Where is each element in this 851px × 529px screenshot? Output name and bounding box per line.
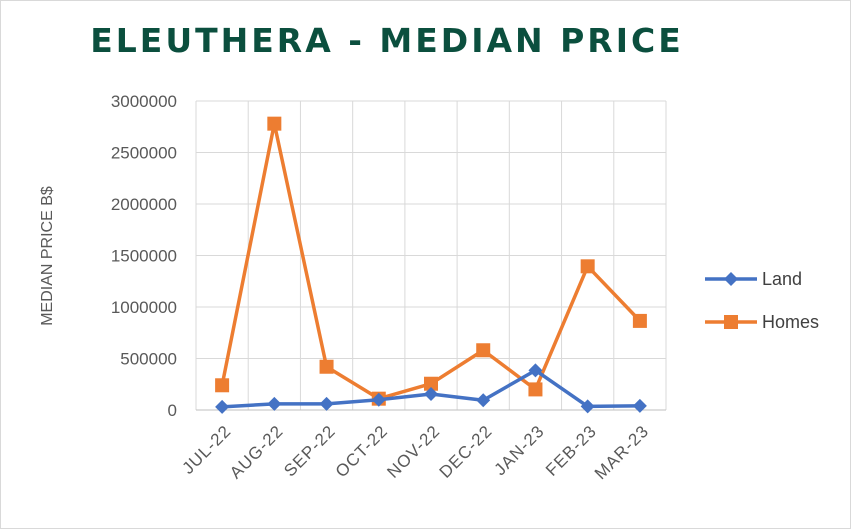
x-tick-label: DEC-22 bbox=[436, 421, 496, 481]
data-point bbox=[215, 378, 230, 393]
data-point bbox=[424, 387, 438, 402]
y-tick-label: 0 bbox=[168, 401, 177, 420]
series-line bbox=[220, 121, 642, 401]
x-tick-label: OCT-22 bbox=[332, 421, 392, 481]
x-tick-label: MAR-23 bbox=[591, 421, 653, 483]
legend-item-homes: Homes bbox=[705, 312, 819, 332]
y-tick-label: 3000000 bbox=[111, 92, 177, 111]
y-tick-label: 1500000 bbox=[111, 247, 177, 266]
y-tick-labels: 0 500000 1000000 1500000 2000000 2500000 30000… bbox=[111, 92, 177, 420]
data-point bbox=[580, 259, 595, 274]
legend-label: Homes bbox=[762, 312, 819, 332]
x-tick-label: SEP-22 bbox=[280, 421, 339, 480]
y-tick-label: 2000000 bbox=[111, 195, 177, 214]
legend: Land Homes bbox=[705, 269, 819, 332]
legend-item-land: Land bbox=[705, 269, 802, 289]
data-point bbox=[476, 393, 491, 408]
data-point bbox=[319, 396, 334, 411]
data-point bbox=[528, 382, 543, 397]
x-tick-labels: JUL-22AUG-22SEP-22OCT-22NOV-22DEC-22JAN-… bbox=[179, 421, 653, 483]
data-point bbox=[215, 399, 230, 414]
x-tick-label: JAN-23 bbox=[491, 421, 549, 479]
data-point bbox=[476, 343, 491, 358]
data-point bbox=[267, 116, 282, 131]
data-point bbox=[632, 398, 647, 413]
legend-label: Land bbox=[762, 269, 802, 289]
grid-lines bbox=[195, 100, 667, 411]
data-point bbox=[267, 396, 282, 411]
legend-marker bbox=[724, 315, 738, 329]
data-point bbox=[580, 399, 595, 414]
data-point bbox=[371, 392, 386, 407]
x-tick-label: NOV-22 bbox=[383, 421, 443, 481]
y-tick-label: 1000000 bbox=[111, 298, 177, 317]
data-point bbox=[319, 359, 334, 374]
legend-marker bbox=[724, 272, 738, 286]
data-point bbox=[528, 363, 543, 378]
series-land bbox=[215, 363, 647, 414]
data-point bbox=[424, 376, 438, 391]
y-tick-label: 2500000 bbox=[111, 144, 177, 163]
x-tick-label: AUG-22 bbox=[226, 421, 287, 482]
series-group bbox=[215, 116, 647, 414]
y-tick-label: 500000 bbox=[120, 350, 177, 369]
series-homes bbox=[215, 116, 647, 406]
data-point bbox=[632, 313, 647, 328]
chart-title: ELEUTHERA - MEDIAN PRICE bbox=[90, 21, 684, 60]
